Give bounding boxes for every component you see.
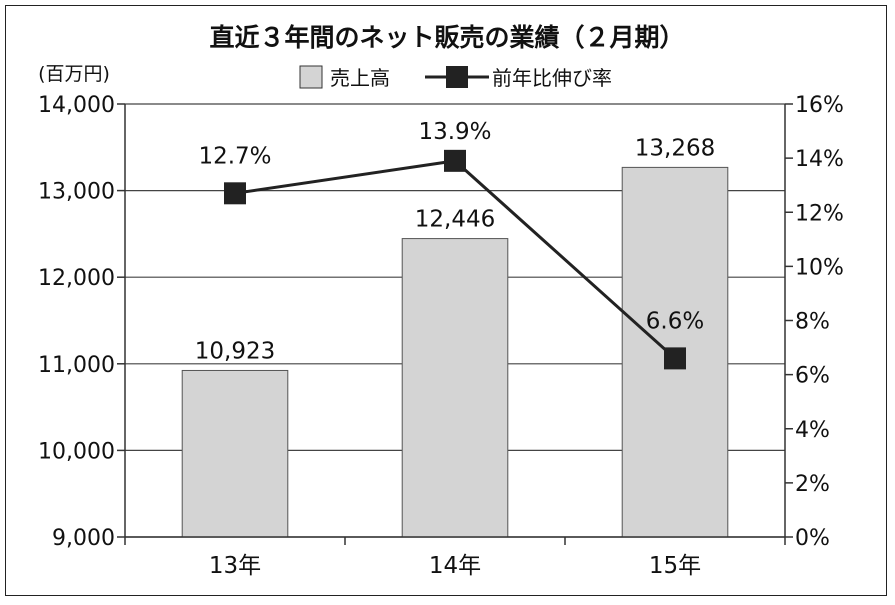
legend-line-label: 前年比伸び率 <box>492 66 612 90</box>
bar-value-label: 12,446 <box>415 207 495 233</box>
category-label: 15年 <box>649 553 701 579</box>
legend: 売上高 前年比伸び率 <box>299 65 612 90</box>
bar-value-label: 10,923 <box>195 338 275 364</box>
line-point <box>664 347 686 370</box>
line-point <box>224 182 246 205</box>
right-tick-label: 0% <box>795 526 830 551</box>
bar <box>401 238 509 538</box>
left-tick-label: 10,000 <box>38 439 115 464</box>
right-tick-label: 2% <box>795 472 830 497</box>
left-tick-label: 12,000 <box>38 266 115 291</box>
legend-bar-label: 売上高 <box>330 66 390 90</box>
bar-value-label: 13,268 <box>635 135 715 161</box>
line-point <box>444 149 466 172</box>
right-tick-label: 4% <box>795 418 830 443</box>
right-tick-label: 6% <box>795 364 830 389</box>
right-tick-label: 16% <box>795 93 844 118</box>
right-tick-label: 14% <box>795 147 844 172</box>
left-tick-label: 9,000 <box>52 526 115 551</box>
legend-line-marker <box>446 66 468 88</box>
legend-bar-swatch <box>299 65 323 89</box>
left-tick-label: 13,000 <box>38 180 115 205</box>
right-tick-label: 8% <box>795 310 830 335</box>
line-value-label: 12.7% <box>198 143 271 169</box>
left-tick-label: 14,000 <box>38 93 115 118</box>
right-tick-label: 10% <box>795 255 844 280</box>
line-value-label: 6.6% <box>646 308 704 334</box>
line-value-label: 13.9% <box>418 119 491 145</box>
chart-title: 直近３年間のネット販売の業績（２月期） <box>209 23 684 52</box>
category-label: 13年 <box>209 553 261 579</box>
left-axis-unit: (百万円) <box>38 63 110 85</box>
left-tick-label: 11,000 <box>38 353 115 378</box>
category-label: 14年 <box>429 553 481 579</box>
bar <box>181 369 289 538</box>
right-tick-label: 12% <box>795 201 844 226</box>
